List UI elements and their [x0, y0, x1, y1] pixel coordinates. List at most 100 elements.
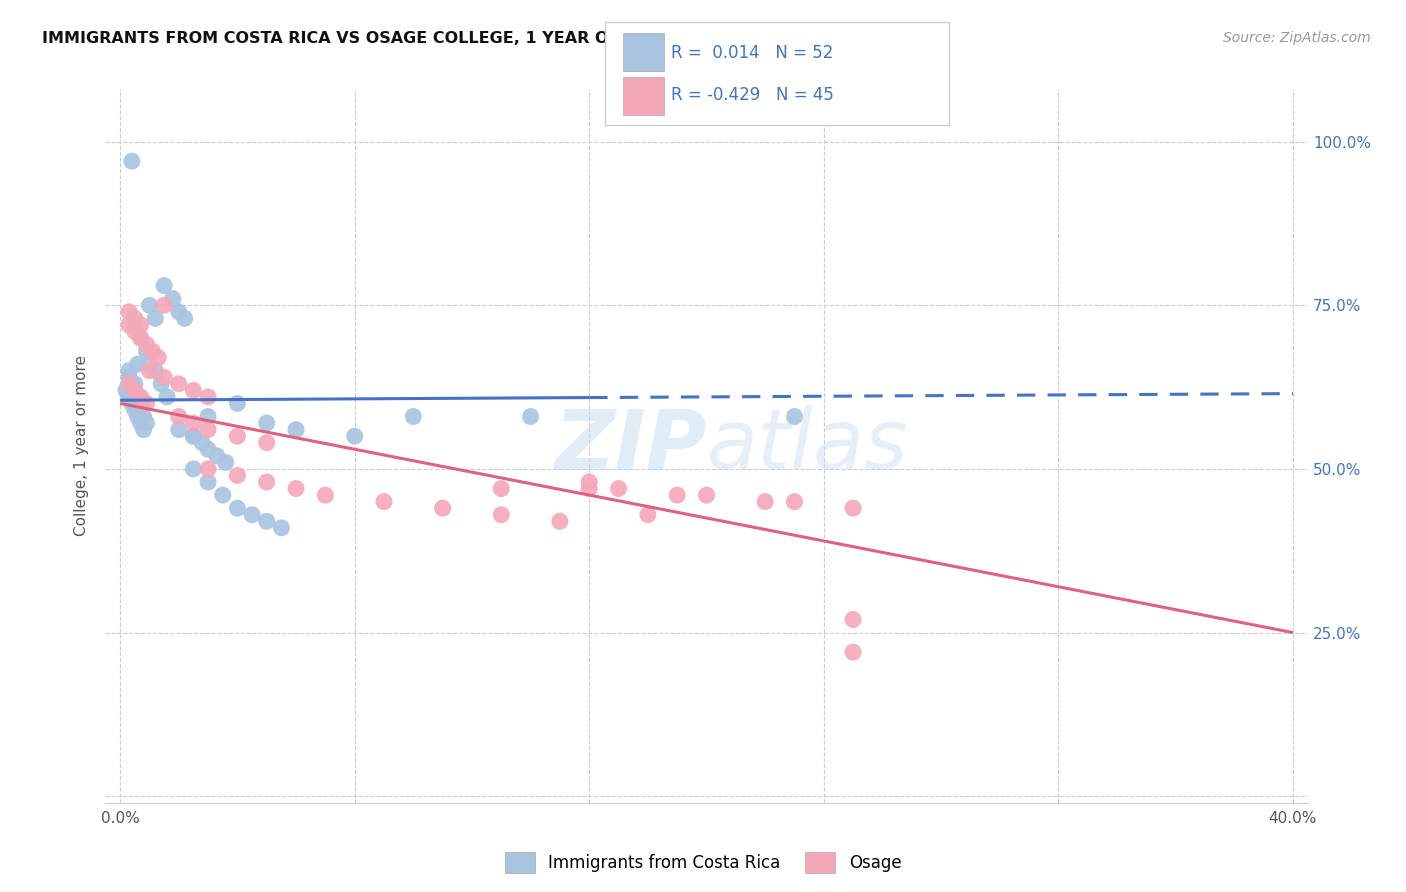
Text: R =  0.014   N = 52: R = 0.014 N = 52 — [671, 44, 832, 62]
Point — [118, 305, 141, 319]
Point — [314, 488, 336, 502]
Point — [256, 475, 278, 489]
Point — [256, 435, 278, 450]
Point — [696, 488, 718, 502]
Point — [124, 384, 146, 398]
Point — [226, 501, 249, 516]
Point — [183, 416, 205, 430]
Point — [148, 351, 170, 365]
Point — [285, 482, 308, 496]
Point — [226, 429, 249, 443]
Point — [607, 482, 630, 496]
Point — [129, 390, 152, 404]
Legend: Immigrants from Costa Rica, Osage: Immigrants from Costa Rica, Osage — [498, 846, 908, 880]
Point — [135, 344, 157, 359]
Point — [173, 311, 195, 326]
Point — [118, 318, 141, 332]
Point — [842, 501, 865, 516]
Point — [226, 468, 249, 483]
Point — [124, 376, 146, 391]
Point — [153, 298, 176, 312]
Y-axis label: College, 1 year or more: College, 1 year or more — [75, 356, 90, 536]
Point — [842, 645, 865, 659]
Point — [129, 416, 152, 430]
Point — [197, 462, 219, 476]
Point — [183, 384, 205, 398]
Point — [127, 409, 149, 424]
Point — [211, 488, 233, 502]
Point — [754, 494, 776, 508]
Point — [256, 416, 278, 430]
Point — [121, 154, 143, 169]
Point — [842, 612, 865, 626]
Point — [132, 409, 155, 424]
Text: Source: ZipAtlas.com: Source: ZipAtlas.com — [1223, 31, 1371, 45]
Point — [167, 409, 190, 424]
Point — [135, 416, 157, 430]
Point — [138, 357, 160, 371]
Point — [129, 331, 152, 345]
Point — [127, 357, 149, 371]
Point — [197, 423, 219, 437]
Text: ZIP: ZIP — [554, 406, 707, 486]
Point — [121, 376, 143, 391]
Point — [432, 501, 454, 516]
Text: atlas: atlas — [707, 406, 908, 486]
Point — [285, 423, 308, 437]
Text: IMMIGRANTS FROM COSTA RICA VS OSAGE COLLEGE, 1 YEAR OR MORE CORRELATION CHART: IMMIGRANTS FROM COSTA RICA VS OSAGE COLL… — [42, 31, 877, 46]
Point — [548, 514, 571, 528]
Point — [141, 344, 163, 359]
Point — [121, 396, 143, 410]
Point — [156, 390, 179, 404]
Point — [783, 409, 806, 424]
Point — [143, 364, 166, 378]
Point — [578, 475, 600, 489]
Point — [135, 337, 157, 351]
Point — [124, 325, 146, 339]
Point — [270, 521, 292, 535]
Point — [129, 396, 152, 410]
Point — [226, 396, 249, 410]
Point — [118, 370, 141, 384]
Point — [138, 364, 160, 378]
Point — [167, 376, 190, 391]
Point — [783, 494, 806, 508]
Point — [183, 429, 205, 443]
Point — [124, 384, 146, 398]
Point — [124, 311, 146, 326]
Point — [138, 298, 160, 312]
Point — [132, 423, 155, 437]
Point — [118, 364, 141, 378]
Point — [214, 455, 236, 469]
Point — [240, 508, 263, 522]
Point — [115, 384, 138, 398]
Point — [666, 488, 689, 502]
Point — [118, 390, 141, 404]
Point — [205, 449, 228, 463]
Point — [143, 311, 166, 326]
Point — [519, 409, 541, 424]
Point — [135, 396, 157, 410]
Point — [118, 376, 141, 391]
Point — [578, 482, 600, 496]
Point — [197, 390, 219, 404]
Point — [150, 376, 173, 391]
Point — [373, 494, 395, 508]
Point — [124, 403, 146, 417]
Point — [491, 482, 513, 496]
Point — [129, 318, 152, 332]
Point — [153, 278, 176, 293]
Point — [191, 435, 214, 450]
Point — [183, 429, 205, 443]
Point — [162, 292, 184, 306]
Point — [197, 409, 219, 424]
Point — [167, 305, 190, 319]
Point — [491, 508, 513, 522]
Point — [167, 423, 190, 437]
Point — [183, 462, 205, 476]
Point — [637, 508, 659, 522]
Point — [129, 331, 152, 345]
Point — [197, 475, 219, 489]
Point — [127, 390, 149, 404]
Point — [256, 514, 278, 528]
